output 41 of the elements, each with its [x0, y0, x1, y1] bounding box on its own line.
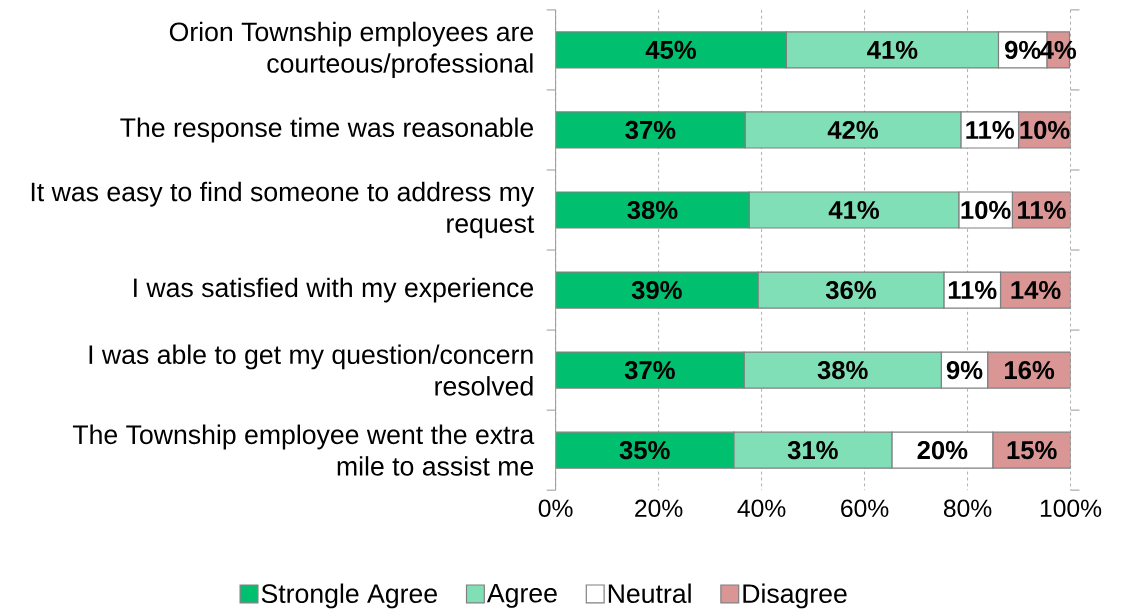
data-label: 11%	[1018, 200, 1066, 220]
data-label: 14%	[1011, 281, 1061, 300]
legend-label: Neutral	[608, 583, 691, 604]
data-label: 45%	[645, 40, 696, 59]
y-tick-label: It was easy to find someone to address my request	[31, 181, 535, 239]
x-tick-label: 60%	[841, 499, 889, 518]
data-label: 37%	[625, 120, 676, 140]
data-label: 31%	[787, 441, 838, 460]
data-label: 9%	[946, 361, 983, 380]
x-tick-label: 100%	[1040, 499, 1102, 518]
y-tick-label: The Township employee went the extra mile to assist me	[72, 424, 535, 476]
y-tick-label: I was able to get my question/concern resolved	[89, 344, 533, 396]
data-label: 39%	[631, 280, 682, 300]
data-label: 35%	[619, 441, 670, 460]
data-label: 11%	[966, 120, 1014, 139]
data-label: 38%	[627, 200, 678, 220]
data-label: 36%	[825, 280, 876, 300]
y-tick-label: The response time was reasonable	[120, 117, 534, 143]
data-label: 10%	[961, 200, 1011, 220]
y-tick-label: Orion Township employees are courteous/professional	[169, 21, 534, 79]
bar	[555, 431, 735, 469]
data-label: 20%	[917, 441, 968, 460]
data-label: 38%	[817, 360, 868, 380]
data-label: 41%	[828, 200, 880, 220]
data-label: 9%	[1005, 40, 1041, 59]
data-label: 41%	[867, 40, 918, 59]
legend-label: Agree	[486, 584, 557, 608]
legend-label: Strongle Agree	[261, 583, 437, 609]
data-label: 10%	[1020, 120, 1070, 140]
x-tick-label: 80%	[943, 499, 992, 518]
data-label: 11%	[948, 281, 997, 300]
data-label: 16%	[1005, 361, 1055, 380]
x-tick-label: 0%	[538, 499, 573, 518]
data-label: 37%	[624, 360, 675, 380]
x-tick-label: 40%	[737, 499, 786, 518]
data-label: 15%	[1007, 441, 1057, 460]
data-label: 4%	[1040, 40, 1077, 59]
y-tick-label: I was satisfied with my experience	[134, 277, 534, 303]
x-tick-label: 20%	[635, 499, 683, 518]
data-label: 42%	[827, 120, 878, 140]
legend-label: Disagree	[743, 583, 847, 609]
